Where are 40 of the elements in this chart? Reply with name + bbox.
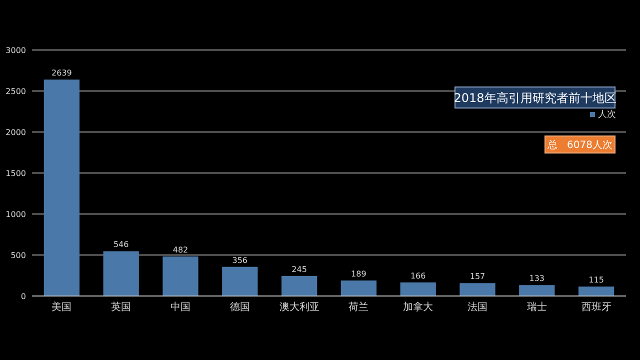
y-tick-label: 1500	[6, 169, 26, 178]
y-tick-label: 3000	[6, 46, 26, 55]
data-label: 356	[232, 256, 248, 265]
y-tick-label: 0	[20, 292, 26, 301]
y-tick-label: 500	[10, 251, 26, 260]
data-label: 157	[470, 272, 486, 282]
data-label: 115	[588, 276, 604, 285]
data-label: 482	[172, 245, 188, 254]
x-tick-label: 法国	[468, 301, 488, 313]
data-label: 133	[529, 274, 545, 284]
x-tick-label: 中国	[170, 301, 190, 313]
x-tick-label: 加拿大	[403, 301, 434, 313]
x-tick-label: 德国	[230, 302, 250, 313]
data-label: 245	[292, 264, 307, 274]
bar	[222, 266, 258, 296]
bar	[460, 283, 496, 296]
data-label: 189	[351, 270, 366, 278]
bar	[103, 251, 139, 296]
y-tick-label: 2000	[6, 128, 26, 137]
data-label: 546	[113, 240, 129, 250]
bar	[519, 285, 555, 296]
x-tick-label: 澳大利亚	[279, 301, 320, 313]
x-tick-label: 英国	[111, 301, 132, 313]
x-tick-label: 荷兰	[348, 301, 369, 313]
legend-label: 人次	[598, 109, 616, 120]
data-label: 166	[410, 271, 426, 280]
bar	[400, 282, 436, 296]
annotation: 总 6078人次	[546, 139, 612, 151]
x-tick-label: 瑞士	[526, 301, 547, 313]
bar	[340, 280, 377, 296]
bar	[281, 276, 318, 296]
text: 2018年高引用研究者前十地区	[454, 91, 616, 105]
y-tick-label: 2500	[6, 87, 26, 96]
data-label: 2639	[52, 68, 72, 78]
y-tick-label: 1000	[6, 210, 26, 219]
x-tick-label: 西班牙	[581, 301, 612, 313]
bar	[578, 286, 614, 296]
bar	[162, 256, 198, 296]
x-tick-label: 美国	[52, 301, 72, 313]
bar	[44, 80, 80, 296]
